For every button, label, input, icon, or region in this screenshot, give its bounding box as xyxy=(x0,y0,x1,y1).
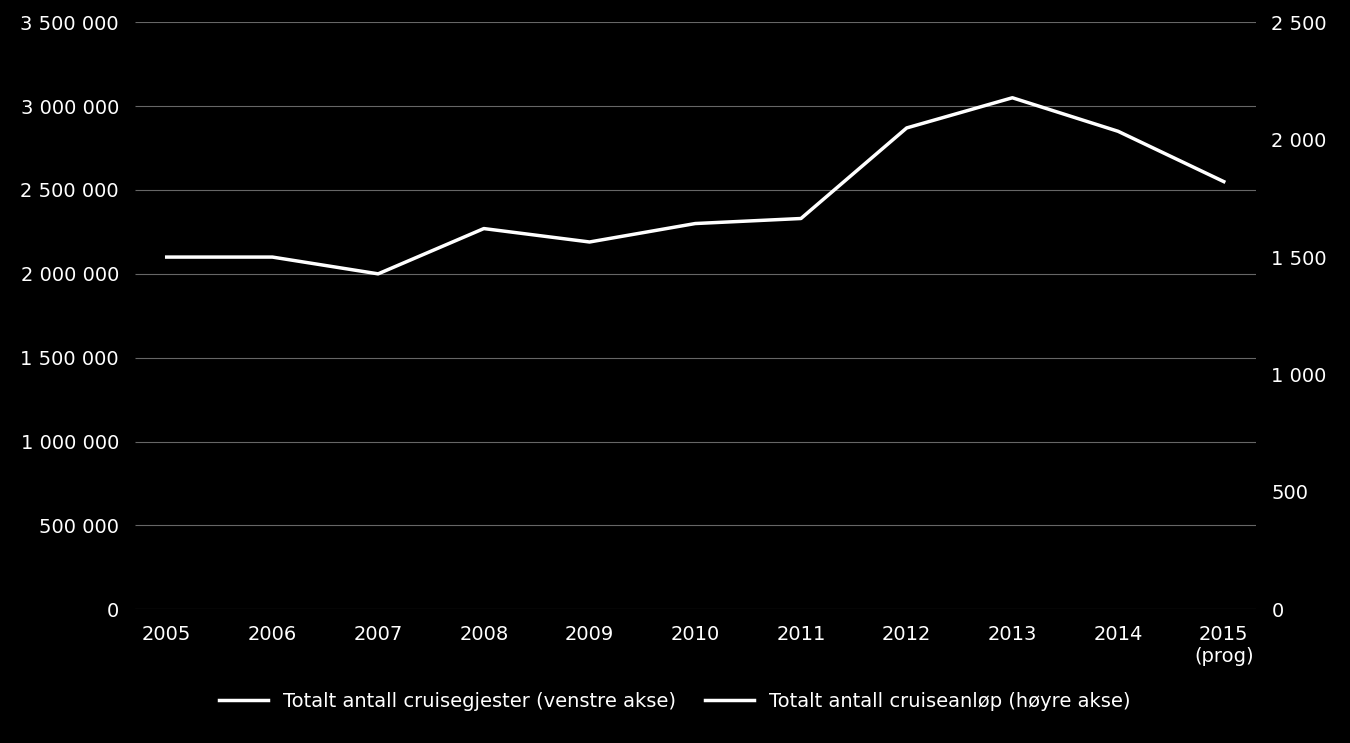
Totalt antall cruisegjester (venstre akse) xyxy=(899,123,915,132)
Line: Totalt antall cruisegjester (venstre akse): Totalt antall cruisegjester (venstre aks… xyxy=(166,98,1224,274)
Totalt antall cruisegjester (venstre akse) xyxy=(370,270,386,279)
Totalt antall cruisegjester (venstre akse) xyxy=(1004,94,1021,103)
Totalt antall cruisegjester (venstre akse) xyxy=(265,253,281,262)
Totalt antall cruisegjester (venstre akse) xyxy=(1110,127,1126,136)
Totalt antall cruisegjester (venstre akse) xyxy=(792,214,809,223)
Totalt antall cruisegjester (venstre akse) xyxy=(1216,177,1233,186)
Totalt antall cruisegjester (venstre akse) xyxy=(687,219,703,228)
Legend: Totalt antall cruisegjester (venstre akse), Totalt antall cruiseanløp (høyre aks: Totalt antall cruisegjester (venstre aks… xyxy=(211,684,1139,718)
Totalt antall cruisegjester (venstre akse) xyxy=(158,253,174,262)
Totalt antall cruisegjester (venstre akse) xyxy=(475,224,491,233)
Totalt antall cruisegjester (venstre akse) xyxy=(582,238,598,247)
